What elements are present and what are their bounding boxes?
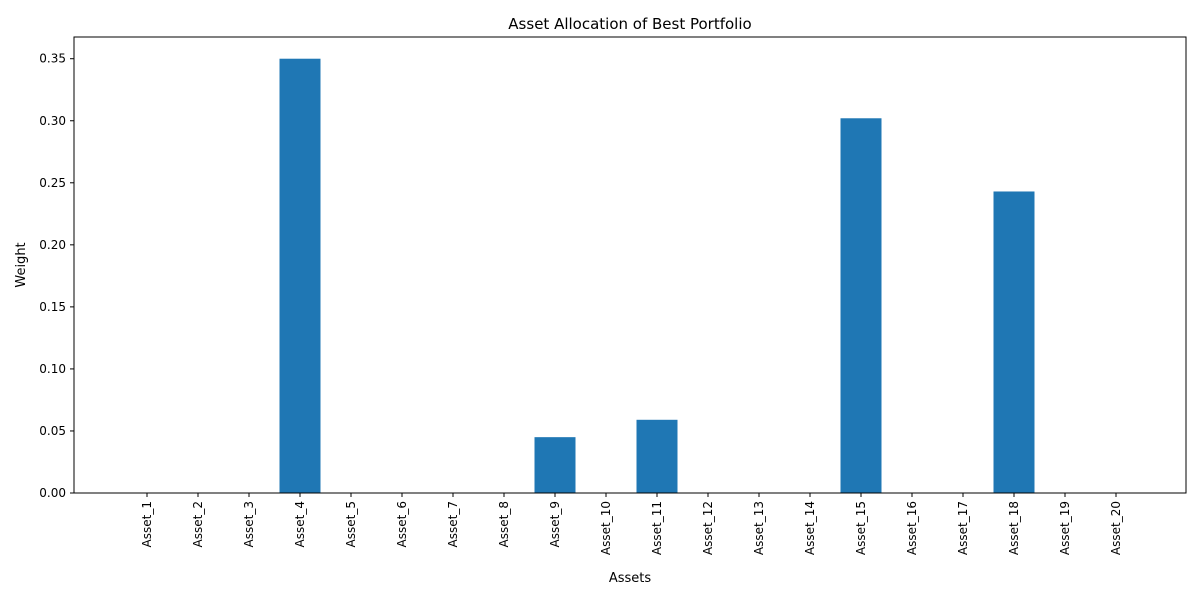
y-tick-label: 0.05	[39, 424, 66, 438]
y-tick-label: 0.10	[39, 362, 66, 376]
x-tick-label: Asset_10	[599, 501, 613, 555]
x-tick-label: Asset_1	[140, 501, 154, 547]
x-tick-label: Asset_19	[1058, 501, 1072, 555]
bar-asset-4	[279, 58, 321, 493]
x-tick-label: Asset_15	[854, 501, 868, 555]
x-tick-label: Asset_2	[191, 501, 205, 547]
y-axis: 0.00 0.05 0.10 0.15 0.20 0.25 0.30 0.35	[39, 52, 74, 500]
y-tick-label: 0.20	[39, 238, 66, 252]
x-tick-label: Asset_7	[446, 501, 460, 547]
x-tick-label: Asset_20	[1109, 501, 1123, 555]
y-axis-title: Weight	[14, 242, 29, 287]
y-tick-label: 0.30	[39, 114, 66, 128]
x-tick-label: Asset_18	[1007, 501, 1021, 555]
x-tick-label: Asset_16	[905, 501, 919, 555]
y-tick-label: 0.25	[39, 176, 66, 190]
x-tick-label: Asset_14	[803, 501, 817, 555]
x-tick-label: Asset_8	[497, 501, 511, 547]
bar-asset-15	[840, 118, 882, 493]
axes-frame	[73, 36, 1187, 494]
plot-area	[279, 58, 1035, 493]
y-tick-label: 0.35	[39, 52, 66, 66]
x-axis-title: Assets	[609, 571, 652, 586]
x-tick-label: Asset_5	[344, 501, 358, 547]
bar-asset-18	[993, 191, 1035, 493]
x-tick-label: Asset_13	[752, 501, 766, 555]
x-axis: Asset_1 Asset_2 Asset_3 Asset_4 Asset_5 Asset…	[140, 493, 1123, 555]
x-tick-label: Asset_3	[242, 501, 256, 547]
bar-asset-9	[534, 437, 576, 493]
chart-title: Asset Allocation of Best Portfolio	[508, 15, 751, 33]
x-tick-label: Asset_9	[548, 501, 562, 547]
x-tick-label: Asset_11	[650, 501, 664, 555]
x-tick-label: Asset_6	[395, 501, 409, 547]
y-tick-label: 0.15	[39, 300, 66, 314]
x-tick-label: Asset_12	[701, 501, 715, 555]
x-tick-label: Asset_4	[293, 501, 307, 547]
x-tick-label: Asset_17	[956, 501, 970, 555]
y-tick-label: 0.00	[39, 486, 66, 500]
bar-asset-11	[636, 419, 678, 493]
